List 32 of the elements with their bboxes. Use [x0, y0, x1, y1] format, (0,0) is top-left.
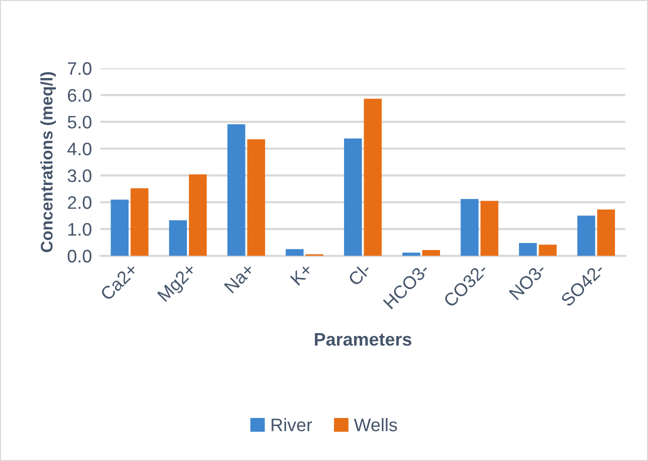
legend-label: Wells: [354, 418, 398, 432]
x-tick-label: Cl-: [347, 262, 372, 286]
bar: [460, 199, 479, 256]
y-tick-label: 5.0: [68, 116, 92, 129]
bar: [110, 200, 129, 256]
y-tick-label: 4.0: [67, 142, 92, 156]
bar: [344, 138, 362, 256]
bar: [169, 220, 187, 256]
y-tick-label: 7.0: [68, 62, 92, 75]
bar: [247, 139, 266, 256]
y-axis-title: Concentrations (meq/l): [40, 72, 56, 252]
bar: [597, 209, 615, 256]
bar: [577, 216, 596, 256]
y-tick-label: 1.0: [68, 222, 92, 236]
bar: [227, 124, 246, 256]
y-tick-label: 3.0: [68, 169, 92, 182]
x-axis-title: Parameters: [314, 333, 412, 346]
bar: [364, 98, 382, 256]
x-tick-label: Na+: [224, 262, 255, 294]
bar: [130, 188, 148, 256]
bar: [519, 242, 537, 256]
bar: [188, 174, 207, 256]
bar: [286, 249, 304, 256]
legend-label: River: [272, 418, 312, 432]
bar: [538, 244, 557, 256]
x-tick-label: K+: [290, 262, 314, 286]
y-tick-label: 0.0: [68, 250, 92, 263]
y-tick-label: 6.0: [68, 88, 92, 102]
y-tick-label: 2.0: [68, 196, 92, 209]
bar: [480, 200, 498, 256]
bar: [422, 250, 440, 256]
bar: [402, 252, 420, 256]
